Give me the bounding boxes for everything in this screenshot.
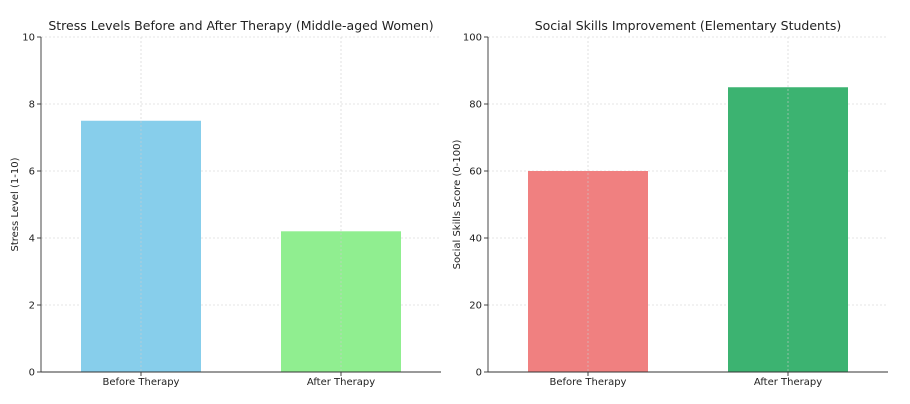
y-tick-label: 4 (29, 234, 35, 245)
chart-panel-social-skills: Social Skills Improvement (Elementary St… (452, 18, 888, 388)
y-tick-label: 8 (29, 100, 35, 111)
bar-layer (528, 37, 848, 372)
y-tick-label: 6 (29, 167, 35, 178)
y-tick-label: 80 (469, 100, 482, 111)
y-tick-label: 100 (463, 33, 482, 44)
x-tick-label: Before Therapy (550, 377, 627, 388)
chart-title: Social Skills Improvement (Elementary St… (535, 18, 842, 33)
y-tick-label: 10 (22, 33, 35, 44)
bar-layer (81, 37, 401, 372)
x-tick-label: After Therapy (754, 377, 822, 388)
chart-title: Stress Levels Before and After Therapy (… (48, 18, 433, 33)
y-tick-label: 40 (469, 234, 482, 245)
y-tick-label: 20 (469, 301, 482, 312)
y-tick-label: 2 (29, 301, 35, 312)
y-tick-label: 0 (476, 368, 482, 379)
y-tick-label: 0 (29, 368, 35, 379)
chart-panel-stress: Stress Levels Before and After Therapy (… (10, 18, 441, 388)
y-tick-label: 60 (469, 167, 482, 178)
y-axis-label: Stress Level (1-10) (10, 157, 21, 251)
axis-layer: 0 2 4 6 8 10 Before Therapy After Therapy (22, 33, 441, 388)
x-tick-label: After Therapy (307, 377, 375, 388)
x-tick-label: Before Therapy (103, 377, 180, 388)
axis-layer: 0 20 40 60 80 100 Before Therapy After Therapy (463, 33, 888, 388)
y-axis-label: Social Skills Score (0-100) (452, 140, 463, 270)
